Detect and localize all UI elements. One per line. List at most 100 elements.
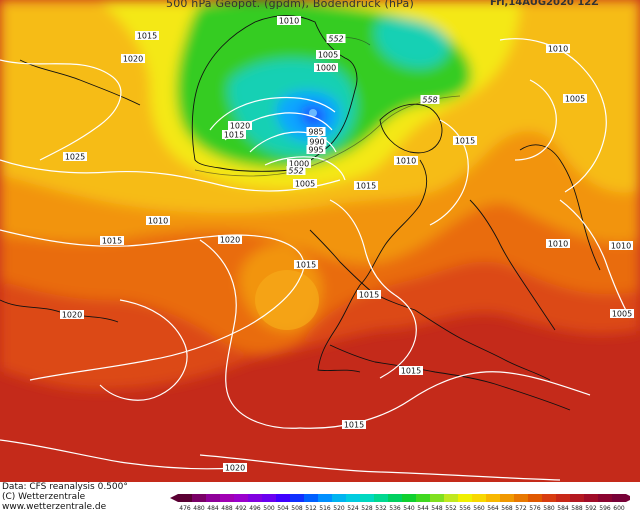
isobar-label: 1020 bbox=[230, 122, 250, 131]
scale-swatch bbox=[570, 494, 584, 502]
isobar-label-bg bbox=[307, 137, 327, 146]
scale-label: 528 bbox=[361, 505, 373, 512]
field-544b bbox=[375, 18, 449, 69]
color-scale: 476 480 484 488 492 496 500 504 508 512 516 520 524 5… bbox=[170, 494, 630, 512]
scale-label: 552 bbox=[445, 505, 457, 512]
isobar-label: 1010 bbox=[148, 217, 168, 226]
isobar-label-bg bbox=[60, 310, 84, 319]
low-center-icon bbox=[309, 109, 317, 117]
biscay-dome bbox=[255, 270, 319, 330]
isobar-label-bg bbox=[146, 216, 170, 225]
data-source-text: Data: CFS reanalysis 0.500° bbox=[2, 482, 128, 492]
scale-label: 592 bbox=[585, 505, 597, 512]
isobar-label: 1010 bbox=[548, 45, 568, 54]
isobar-label: 995 bbox=[308, 146, 323, 155]
scale-swatch bbox=[234, 494, 248, 502]
scale-label: 596 bbox=[599, 505, 611, 512]
isobar-label: 1010 bbox=[548, 240, 568, 249]
scale-label: 544 bbox=[417, 505, 429, 512]
isobar-label-bg bbox=[399, 366, 423, 375]
isobar-label: 1010 bbox=[279, 17, 299, 26]
scale-label: 540 bbox=[403, 505, 415, 512]
scale-swatch bbox=[444, 494, 458, 502]
isobar-label: 1015 bbox=[296, 261, 316, 270]
scale-swatch bbox=[514, 494, 528, 502]
isobar-label: 1005 bbox=[295, 180, 315, 189]
isobar-label: 1015 bbox=[359, 291, 379, 300]
isobar-label: 1000 bbox=[289, 160, 309, 169]
height-label-bg bbox=[420, 95, 440, 104]
scale-label: 496 bbox=[249, 505, 261, 512]
isobar-label: 1015 bbox=[455, 137, 475, 146]
scale-label: 480 bbox=[193, 505, 205, 512]
scale-swatch bbox=[598, 494, 612, 502]
isobar-label-bg bbox=[294, 260, 318, 269]
isobar-label-bg bbox=[287, 159, 311, 168]
scale-swatch bbox=[332, 494, 346, 502]
height-label: 552 bbox=[328, 35, 343, 44]
scale-label: 580 bbox=[543, 505, 555, 512]
scale-label: 500 bbox=[263, 505, 275, 512]
scale-swatch bbox=[556, 494, 570, 502]
scale-label: 568 bbox=[501, 505, 513, 512]
scale-label: 504 bbox=[277, 505, 289, 512]
scale-swatch bbox=[430, 494, 444, 502]
scale-label: 524 bbox=[347, 505, 359, 512]
pressure-label-layer: 1015 1020 1010 1025 1010 1015 1020 1015 1015 1020… bbox=[60, 16, 634, 473]
isobar-label-bg bbox=[218, 235, 242, 244]
isobar-label-bg bbox=[228, 121, 252, 130]
isobar-label-bg bbox=[63, 152, 87, 161]
isobar-label: 1005 bbox=[565, 95, 585, 104]
isobar-label: 1010 bbox=[396, 157, 416, 166]
scale-swatch bbox=[346, 494, 360, 502]
scale-swatch bbox=[486, 494, 500, 502]
scale-swatch bbox=[388, 494, 402, 502]
isobar-label: 985 bbox=[308, 128, 323, 137]
height-label: 558 bbox=[422, 96, 437, 105]
scale-swatch bbox=[416, 494, 430, 502]
scale-label: 532 bbox=[375, 505, 387, 512]
scale-label: 508 bbox=[291, 505, 303, 512]
scale-swatch bbox=[206, 494, 220, 502]
isobar-label-bg bbox=[314, 63, 338, 72]
map-date: Fri,14AUG2020 12Z bbox=[490, 0, 599, 8]
scale-swatch bbox=[374, 494, 388, 502]
isobar-label: 1025 bbox=[65, 153, 85, 162]
scale-swatch bbox=[402, 494, 416, 502]
scale-label: 484 bbox=[207, 505, 219, 512]
scale-label: 536 bbox=[389, 505, 401, 512]
isobar-label-bg bbox=[121, 54, 145, 63]
isobars bbox=[0, 38, 631, 481]
isobar-label-bg bbox=[293, 179, 317, 188]
isobar-label: 1020 bbox=[225, 464, 245, 473]
scale-label: 584 bbox=[557, 505, 569, 512]
scale-label: 548 bbox=[431, 505, 443, 512]
scale-swatch bbox=[262, 494, 276, 502]
isobar-label: 990 bbox=[309, 138, 324, 147]
website-link[interactable]: www.wetterzentrale.de bbox=[2, 502, 107, 512]
scale-swatch bbox=[612, 494, 626, 502]
height-label: 552 bbox=[288, 167, 303, 176]
scale-swatch bbox=[192, 494, 206, 502]
scale-label: 520 bbox=[333, 505, 345, 512]
scale-label: 572 bbox=[515, 505, 527, 512]
isobar-label: 1005 bbox=[318, 51, 338, 60]
scale-swatch bbox=[458, 494, 472, 502]
scale-swatch bbox=[472, 494, 486, 502]
height-label-bg bbox=[286, 166, 306, 175]
isobar-label-bg bbox=[222, 130, 246, 139]
scale-swatch bbox=[318, 494, 332, 502]
isobar-label-bg bbox=[563, 94, 587, 103]
scale-label: 488 bbox=[221, 505, 233, 512]
isobar-label-bg bbox=[610, 309, 634, 318]
scale-label: 564 bbox=[487, 505, 499, 512]
scale-swatch bbox=[248, 494, 262, 502]
isobar-label: 1020 bbox=[220, 236, 240, 245]
isobar-label: 1015 bbox=[401, 367, 421, 376]
scale-swatch bbox=[584, 494, 598, 502]
coastlines bbox=[0, 15, 601, 411]
isobar-label-bg bbox=[135, 31, 159, 40]
isobar-label: 1005 bbox=[612, 310, 632, 319]
scale-swatch bbox=[542, 494, 556, 502]
scale-left-arrow bbox=[170, 494, 178, 502]
